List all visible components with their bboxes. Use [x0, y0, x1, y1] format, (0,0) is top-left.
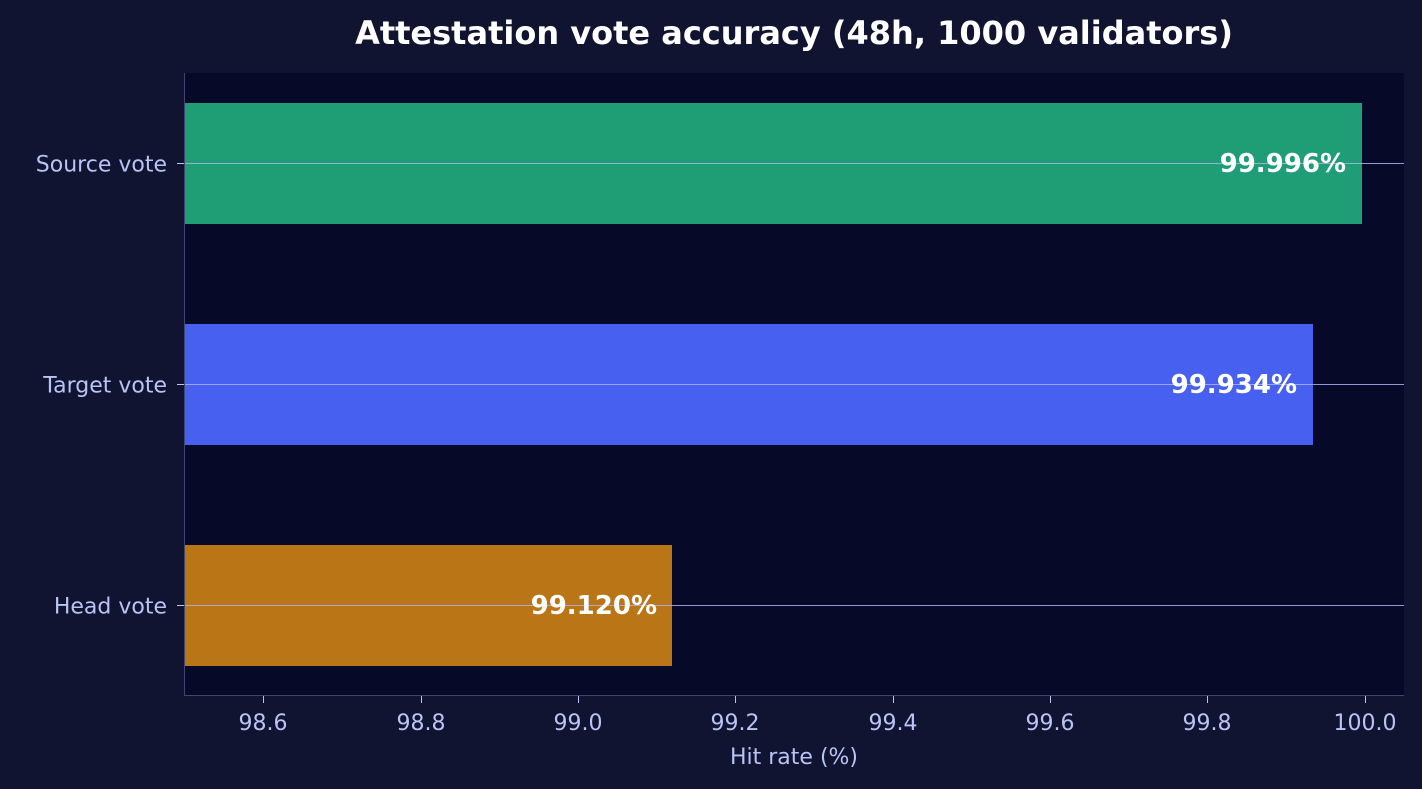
xtick: [1365, 696, 1366, 703]
x-tick-label: 99.6: [1025, 711, 1075, 736]
x-tick-label: 98.8: [396, 711, 446, 736]
xtick: [735, 696, 736, 703]
xtick: [421, 696, 422, 703]
bar-label-target-vote: 99.934%: [1170, 370, 1297, 400]
x-tick-label: 99.0: [553, 711, 603, 736]
gridline-source-vote: [185, 163, 1404, 164]
xtick: [1050, 696, 1051, 703]
xtick: [893, 696, 894, 703]
x-axis-spine: [184, 695, 1404, 696]
xtick: [578, 696, 579, 703]
x-tick-label: 99.4: [868, 711, 918, 736]
x-tick-label: 98.6: [238, 711, 288, 736]
ytick-source-vote: [177, 163, 184, 164]
ytick-target-vote: [177, 384, 184, 385]
x-axis-label: Hit rate (%): [729, 745, 859, 770]
x-tick-label: 99.8: [1182, 711, 1232, 736]
x-tick-label: 99.2: [710, 711, 760, 736]
y-tick-label-head-vote: Head vote: [53, 594, 167, 620]
xtick: [1207, 696, 1208, 703]
y-tick-label-target-vote: Target vote: [43, 373, 167, 399]
y-axis-spine: [184, 73, 185, 696]
bar-label-head-vote: 99.120%: [530, 591, 657, 621]
y-tick-label-source-vote: Source vote: [35, 152, 167, 178]
gridline-target-vote: [185, 384, 1404, 385]
bar-label-source-vote: 99.996%: [1219, 149, 1346, 179]
x-tick-label: 100.0: [1333, 711, 1397, 736]
chart-title: Attestation vote accuracy (48h, 1000 val…: [355, 14, 1233, 52]
xtick: [263, 696, 264, 703]
gridline-head-vote: [185, 605, 1404, 606]
plot-area: 99.996% 99.934% 99.120%: [185, 73, 1404, 695]
ytick-head-vote: [177, 605, 184, 606]
